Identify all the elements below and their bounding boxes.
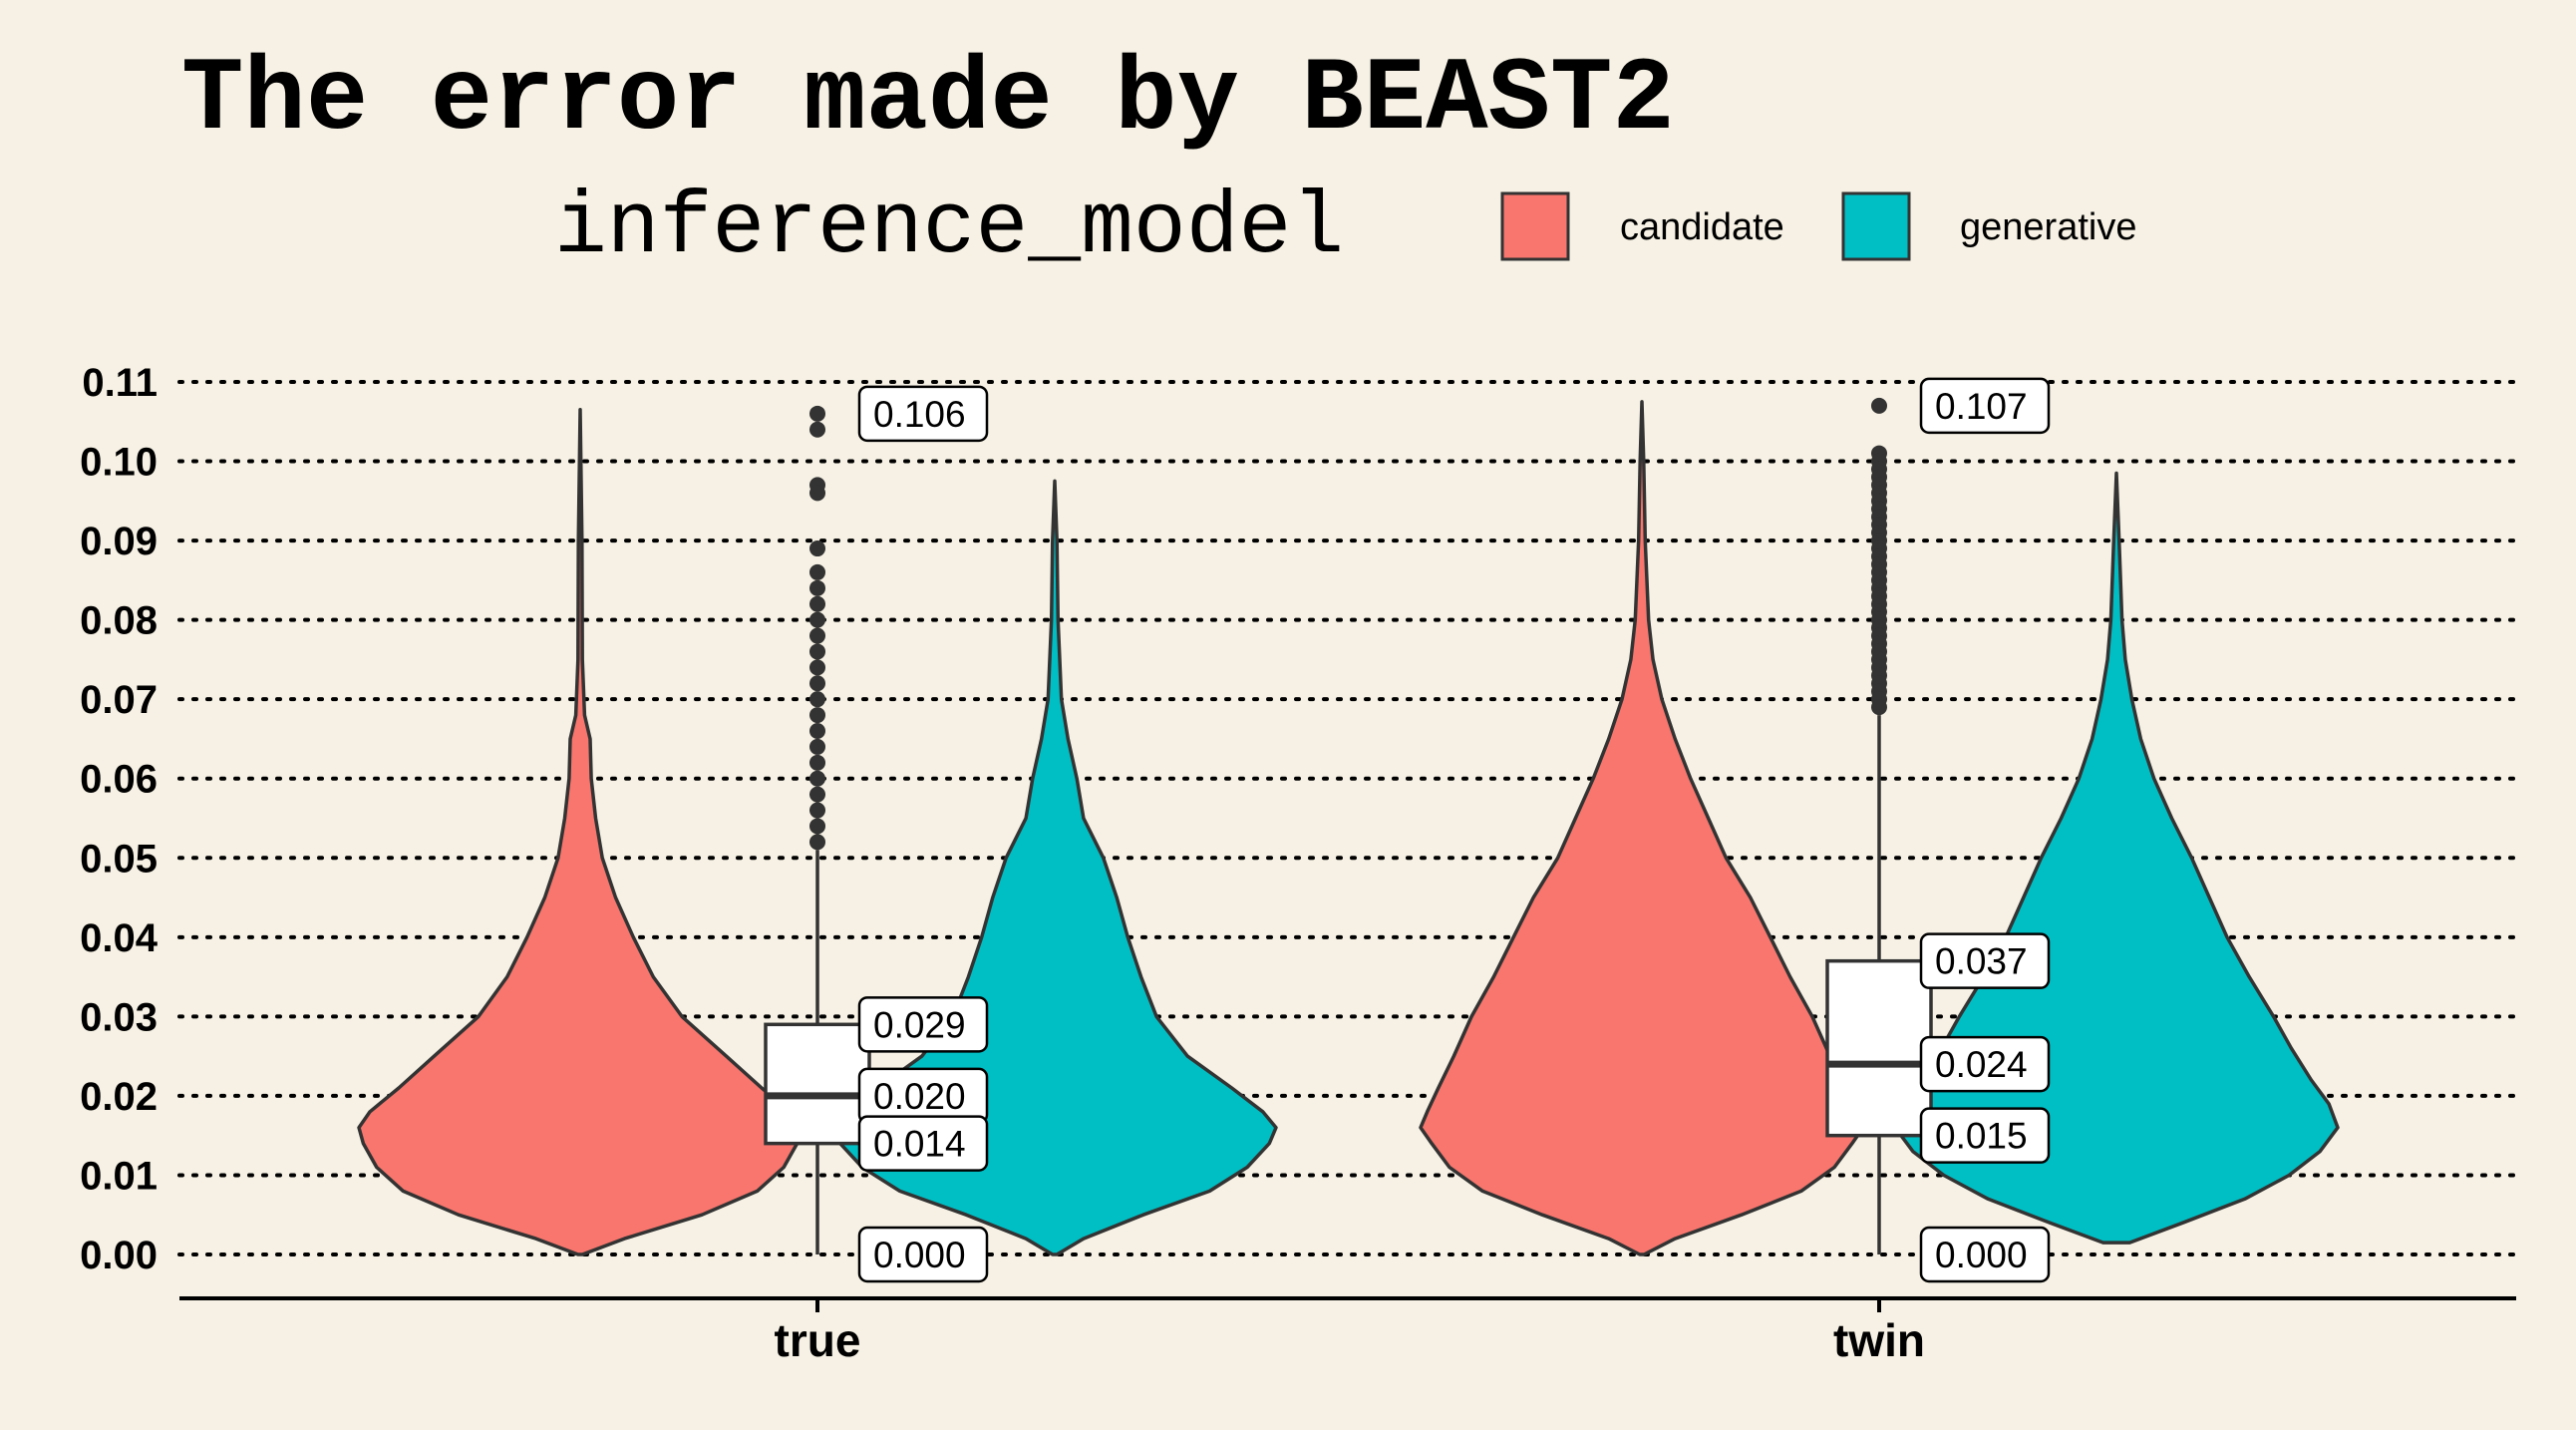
outlier-point (809, 770, 825, 787)
value-label: 0.029 (873, 1004, 966, 1045)
outlier-point (1871, 397, 1887, 414)
outlier-point (809, 834, 825, 851)
value-label-box (1919, 1035, 2051, 1093)
value-label: 0.000 (1935, 1235, 2028, 1275)
value-label: 0.000 (873, 1235, 966, 1275)
y-tick-label: 0.10 (80, 441, 158, 485)
group-twin: 0.107 0.037 0.024 0.015 0.000 (1419, 377, 2340, 1283)
y-tick-label: 0.11 (82, 361, 158, 405)
y-tick-label: 0.08 (80, 599, 158, 643)
outlier-point (809, 738, 825, 755)
value-label-box (1919, 932, 2051, 989)
y-axis-ticks: 0.00 0.01 0.02 0.03 0.04 0.05 0.06 0.07 0.08 0.09… (80, 361, 159, 1277)
value-label-box (1919, 1226, 2051, 1283)
value-label: 0.024 (1935, 1044, 2028, 1085)
y-tick-label: 0.02 (80, 1075, 158, 1119)
legend-swatch-candidate (1500, 191, 1570, 261)
value-label-box (1919, 377, 2051, 435)
outlier-point (809, 595, 825, 612)
outlier-point (809, 659, 825, 676)
y-tick-label: 0.06 (80, 758, 158, 802)
legend-label-generative: generative (1960, 206, 2136, 248)
outlier-point (809, 786, 825, 803)
chart-title: The error made by BEAST2 (181, 42, 1675, 160)
outlier-point (809, 421, 825, 438)
outlier-point (809, 675, 825, 692)
outlier-point (1871, 699, 1887, 716)
value-label: 0.107 (1935, 386, 2028, 427)
x-tick-label-twin: twin (1833, 1314, 1925, 1366)
y-tick-label: 0.09 (80, 520, 158, 563)
outlier-point (809, 643, 825, 660)
x-tick-label-true: true (775, 1314, 861, 1366)
value-label: 0.020 (873, 1076, 966, 1117)
y-tick-label: 0.07 (80, 678, 158, 722)
outlier-point (809, 540, 825, 557)
outlier-point (809, 754, 825, 771)
legend: inference_model candidate generative (554, 179, 2136, 278)
value-label: 0.014 (873, 1124, 966, 1165)
y-tick-label: 0.04 (80, 916, 159, 960)
value-label: 0.106 (873, 394, 966, 435)
group-true: 0.106 0.029 0.020 0.014 0.000 (357, 385, 1278, 1283)
outlier-point (809, 707, 825, 724)
legend-swatch-generative (1841, 191, 1911, 261)
legend-label-candidate: candidate (1620, 206, 1784, 248)
box-iqr (764, 1022, 871, 1146)
outlier-point (809, 579, 825, 596)
outlier-point (809, 818, 825, 835)
y-tick-label: 0.03 (80, 995, 158, 1039)
outlier-point (809, 691, 825, 708)
y-tick-label: 0.00 (80, 1234, 158, 1277)
outlier-point (809, 627, 825, 644)
value-label: 0.015 (1935, 1116, 2028, 1157)
plot-area: 0.106 0.029 0.020 0.014 0.000 0.107 0.037 0.024… (357, 377, 2340, 1283)
outlier-point (809, 611, 825, 628)
box-iqr (1825, 958, 1933, 1138)
outlier-point (809, 485, 825, 502)
value-label-box (857, 1115, 989, 1172)
outlier-point (809, 723, 825, 739)
outlier-point (809, 563, 825, 580)
y-tick-label: 0.05 (80, 837, 158, 881)
outlier-point (809, 802, 825, 819)
y-tick-label: 0.01 (80, 1154, 158, 1198)
legend-title: inference_model (554, 179, 1344, 278)
x-axis-ticks: true twin (775, 1298, 1925, 1366)
outlier-point (809, 405, 825, 422)
value-label-box (1919, 1107, 2051, 1164)
value-label-box (857, 385, 989, 443)
value-label: 0.037 (1935, 941, 2028, 982)
value-label-box (857, 996, 989, 1053)
value-label-box (857, 1226, 989, 1283)
